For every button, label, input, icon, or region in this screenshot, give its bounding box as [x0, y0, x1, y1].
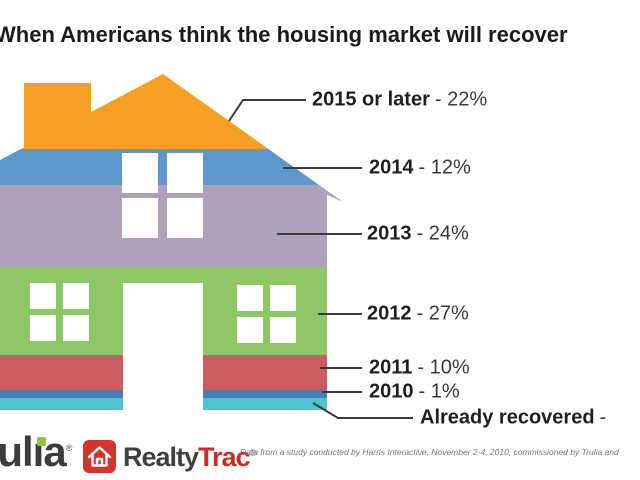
label-2013-year: 2013 — [367, 222, 412, 245]
trulia-registered-mark: ® — [65, 443, 73, 453]
label-2010-value: - 1% — [418, 380, 460, 403]
label-2012-value: - 27% — [416, 302, 469, 325]
realtytrac-logo-text: RealtyTrac® — [123, 444, 256, 471]
left-window — [30, 283, 89, 341]
upstairs-window — [122, 153, 203, 238]
trulia-logo: trulıa® — [0, 431, 72, 473]
page-title: When Americans think the housing market … — [0, 22, 568, 47]
callout-lines — [228, 99, 413, 419]
label-2013: 2013- 24% — [367, 223, 469, 246]
source-note: Data from a study conducted by Harris In… — [240, 447, 619, 457]
label-2013-value: - 24% — [416, 222, 469, 245]
label-recovered-year: Already recovered — [420, 406, 595, 429]
label-2010: 2010- 1% — [369, 381, 460, 404]
trulia-logo-text-post: a — [43, 428, 66, 475]
callout-line-2015 — [228, 99, 306, 122]
label-2015-year: 2015 or later — [312, 88, 430, 111]
realtytrac-text-realty: Realty — [123, 442, 199, 472]
label-recovered-value: - — [599, 406, 607, 429]
right-window — [237, 285, 296, 343]
label-2014-year: 2014 — [369, 156, 414, 179]
label-recovered: Already recovered - — [420, 407, 606, 430]
segment-2011-band — [0, 355, 343, 390]
realtytrac-text-trac: Trac — [198, 442, 251, 472]
trulia-green-dot-icon — [37, 437, 46, 446]
label-2011-value: - 10% — [417, 356, 470, 379]
segment-2012-band — [0, 267, 343, 355]
segment-2010-band — [0, 390, 343, 398]
label-2010-year: 2010 — [369, 380, 414, 403]
realtytrac-registered-mark: ® — [249, 448, 257, 458]
label-2015: 2015 or later - 22% — [312, 89, 487, 112]
door — [123, 283, 203, 410]
label-2011: 2011- 10% — [369, 357, 470, 380]
callout-line-recovered — [312, 402, 413, 419]
realtytrac-house-icon — [83, 440, 116, 473]
label-2011-year: 2011 — [369, 356, 413, 379]
label-2012: 2012- 27% — [367, 303, 469, 326]
trulia-logo-i: ı — [32, 428, 45, 475]
trulia-logo-text-pre: trul — [0, 428, 34, 475]
label-2014: 2014- 12% — [369, 157, 471, 180]
label-2014-value: - 12% — [418, 156, 471, 179]
segment-2013-band — [0, 185, 343, 267]
label-2015-value: - 22% — [434, 88, 488, 111]
label-2012-year: 2012 — [367, 302, 412, 325]
